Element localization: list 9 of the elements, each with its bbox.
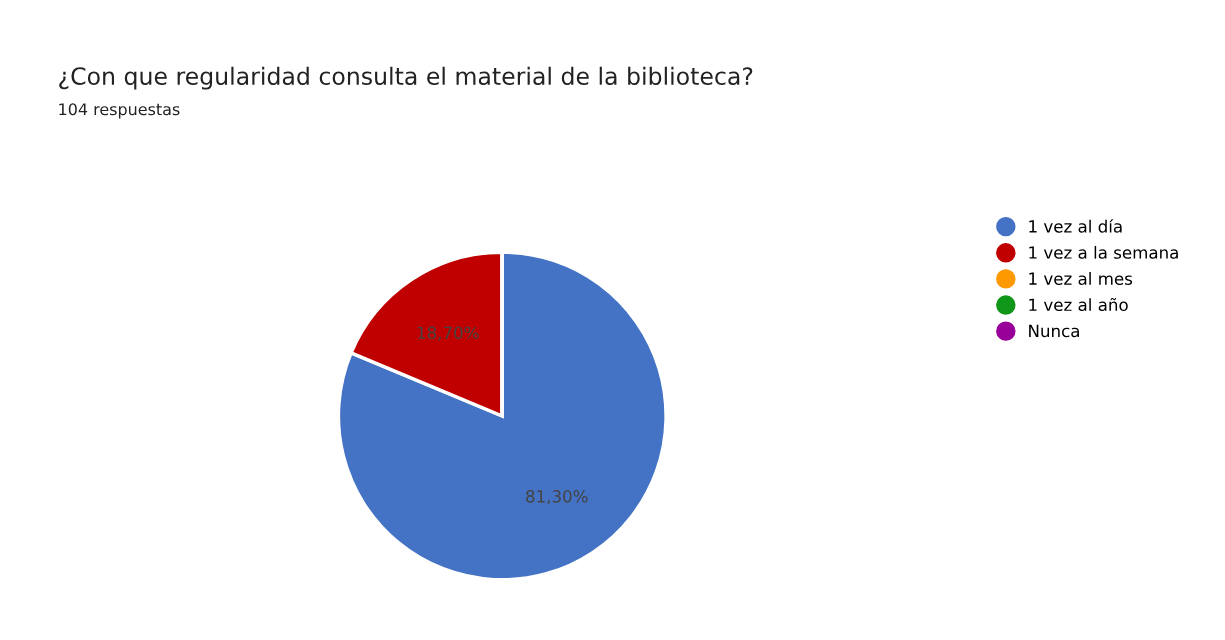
data-label: 18,70% — [417, 326, 479, 341]
legend-label: 1 vez al mes — [1029, 272, 1133, 285]
text: 104 respuestas — [59, 103, 180, 119]
legend-label: 1 vez a la semana — [1029, 245, 1178, 259]
legend-label: 1 vez al año — [1029, 297, 1128, 312]
legend-label: Nunca — [1029, 324, 1079, 338]
chart-title: ¿Con que regularidad consulta el material de la biblioteca? — [59, 66, 753, 90]
data-label: 81,30% — [526, 490, 588, 505]
legend-label: 1 vez al día — [1029, 219, 1122, 233]
